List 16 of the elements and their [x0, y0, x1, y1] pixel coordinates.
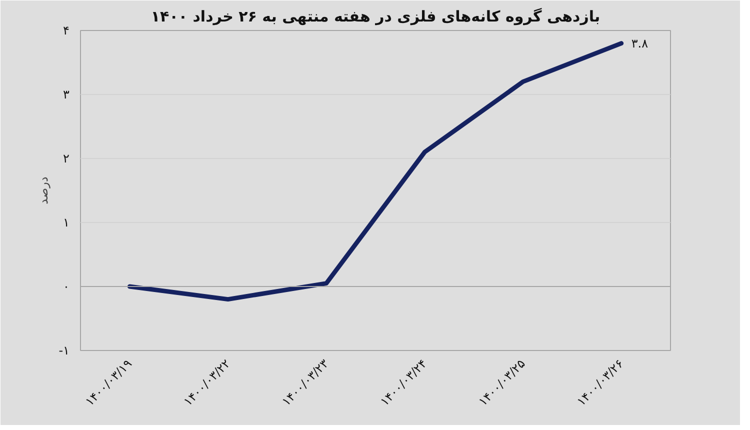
y-tick-label: ۰ — [63, 280, 70, 294]
y-tick-label: ۲ — [63, 152, 70, 166]
x-tick-label: ۱۴۰۰/۰۳/۲۵ — [476, 356, 528, 409]
y-tick-label: -۱ — [58, 344, 70, 358]
x-tick-label: ۱۴۰۰/۰۳/۲۲ — [180, 356, 233, 409]
line-series — [127, 41, 624, 302]
data-label: ۳.۸ — [631, 36, 649, 50]
y-axis-title: درصد — [36, 176, 51, 204]
x-tick-label: ۱۴۰۰/۰۳/۲۶ — [574, 356, 626, 409]
x-tick-label: ۱۴۰۰/۰۳/۲۳ — [279, 356, 332, 409]
y-tick-label: ۱ — [63, 216, 70, 230]
x-tick-label: ۱۴۰۰/۰۳/۲۴ — [378, 356, 430, 409]
y-tick-label: ۳ — [63, 88, 70, 102]
chart-title: بازدهی گروه کانه‌های فلزی در هفته منتهی به ۲۶ خرداد ۱۴۰۰ — [150, 8, 600, 26]
x-tick-label: ۱۴۰۰/۰۳/۱۹ — [82, 356, 135, 409]
y-tick-label: ۴ — [63, 24, 70, 38]
